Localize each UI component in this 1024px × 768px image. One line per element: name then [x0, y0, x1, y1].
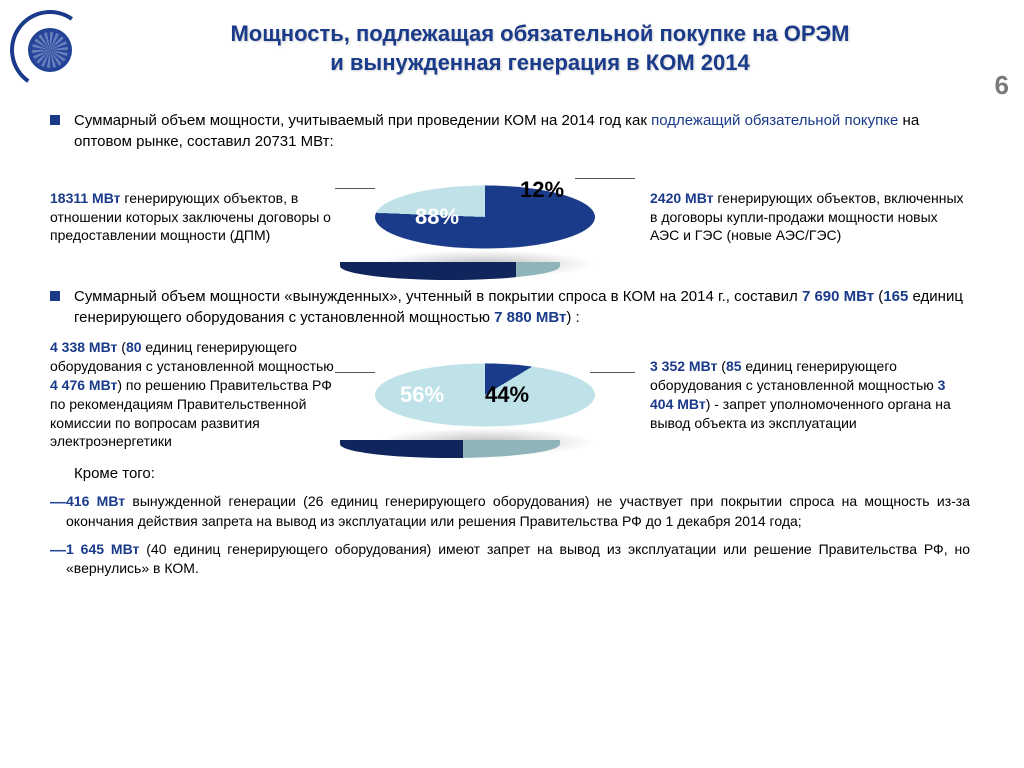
title-line-2: и вынужденная генерация в КОМ 2014	[330, 50, 749, 75]
krome-label: Кроме того:	[74, 465, 970, 482]
chart2-slice1-label: 56%	[400, 382, 444, 408]
chart1-pie-wrap: 88% 12%	[340, 162, 630, 272]
mid-p4: ) :	[566, 309, 579, 326]
intro-highlight: подлежащий обязательной покупке	[651, 112, 898, 129]
dash-icon: —	[50, 494, 66, 531]
intro-bullet: Суммарный объем мощности, учитываемый пр…	[50, 110, 970, 152]
c2r-v1: 3 352 МВт	[650, 358, 717, 374]
c2r-t1: (	[717, 358, 726, 374]
chart2-slice2-label: 44%	[485, 382, 529, 408]
leader-line	[335, 372, 375, 373]
c2r-v2: 85	[726, 358, 742, 374]
sub-bullet-2: — 1 645 МВт (40 единиц генерирующего обо…	[50, 540, 970, 579]
mid-p1: Суммарный объем мощности «вынужденных», …	[74, 288, 802, 305]
bullet-icon	[50, 291, 60, 301]
chart1-right-value: 2420 МВт	[650, 190, 713, 206]
page-number: 6	[995, 70, 1009, 101]
chart1-slice1-label: 88%	[415, 204, 459, 230]
mid-v3: 7 880 МВт	[494, 309, 566, 326]
intro-text: Суммарный объем мощности, учитываемый пр…	[74, 110, 970, 152]
dash-icon: —	[50, 542, 66, 579]
content-area: Суммарный объем мощности, учитываемый пр…	[50, 110, 970, 587]
chart2-left-text: 4 338 МВт (80 единиц генерирующего обору…	[50, 338, 340, 451]
intro-prefix: Суммарный объем мощности, учитываемый пр…	[74, 112, 651, 129]
sub2-text: 1 645 МВт (40 единиц генерирующего обору…	[66, 540, 970, 579]
leader-line	[335, 188, 375, 189]
sub1-text: 416 МВт вынужденной генерации (26 единиц…	[66, 492, 970, 531]
chart2-pie-wrap: 56% 44%	[340, 340, 630, 450]
mid-text: Суммарный объем мощности «вынужденных», …	[74, 286, 970, 328]
c2l-v1: 4 338 МВт	[50, 339, 117, 355]
chart1-slice2-label: 12%	[520, 177, 564, 203]
sub-bullets: — 416 МВт вынужденной генерации (26 един…	[50, 492, 970, 578]
chart1-row: 18311 МВт генерирующих объектов, в отнош…	[50, 162, 970, 272]
c2l-v2: 80	[126, 339, 142, 355]
c2l-v3: 4 476 МВт	[50, 377, 117, 393]
c2l-t1: (	[117, 339, 126, 355]
mid-v1: 7 690 МВт	[802, 288, 874, 305]
title-line-1: Мощность, подлежащая обязательной покупк…	[230, 21, 849, 46]
chart2-row: 4 338 МВт (80 единиц генерирующего обору…	[50, 338, 970, 451]
chart2-right-text: 3 352 МВт (85 единиц генерирующего обору…	[630, 357, 970, 433]
chart1-left-text: 18311 МВт генерирующих объектов, в отнош…	[50, 189, 340, 246]
bullet-icon	[50, 115, 60, 125]
sub2-value: 1 645 МВт	[66, 541, 139, 557]
company-logo-icon	[28, 28, 72, 72]
leader-line	[590, 372, 635, 373]
sub-bullet-1: — 416 МВт вынужденной генерации (26 един…	[50, 492, 970, 531]
sub1-desc: вынужденной генерации (26 единиц генерир…	[66, 493, 970, 529]
mid-v2: 165	[883, 288, 908, 305]
chart1-left-value: 18311 МВт	[50, 190, 121, 206]
sub2-desc: (40 единиц генерирующего оборудования) и…	[66, 541, 970, 577]
chart1-right-text: 2420 МВт генерирующих объектов, включенн…	[630, 189, 970, 246]
leader-line	[575, 178, 635, 179]
mid-p2: (	[874, 288, 883, 305]
page-title: Мощность, подлежащая обязательной покупк…	[130, 20, 950, 77]
mid-bullet: Суммарный объем мощности «вынужденных», …	[50, 286, 970, 328]
sub1-value: 416 МВт	[66, 493, 125, 509]
